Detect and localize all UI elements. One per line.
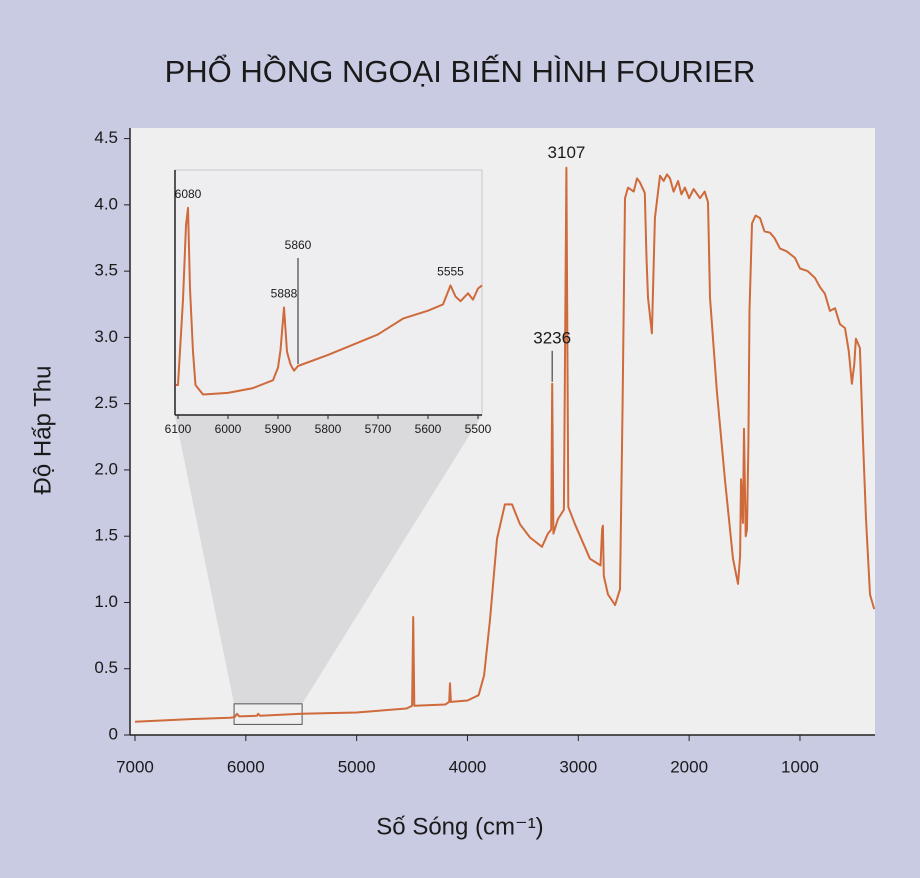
x-tick-label: 1000	[781, 757, 819, 776]
y-tick-label: 2.5	[94, 393, 118, 412]
y-tick-label: 4.5	[94, 128, 118, 147]
y-tick-label: 1.0	[94, 592, 118, 611]
y-tick-label: 0	[109, 724, 118, 743]
x-tick-label: 3000	[559, 757, 597, 776]
x-tick-label: 5800	[315, 422, 342, 436]
y-tick-label: 3.5	[94, 261, 118, 280]
x-tick-label: 5000	[338, 757, 376, 776]
x-tick-label: 2000	[670, 757, 708, 776]
plot-layer: 7000 6000 5000 4000 3000 2000 1000 0 0.5 1.0 1.5 2.…	[94, 128, 876, 776]
annotation: 6080	[175, 187, 202, 201]
inset-area	[174, 169, 483, 416]
x-tick-label: 5600	[415, 422, 442, 436]
x-tick-label: 7000	[116, 757, 154, 776]
zoom-wedge	[175, 415, 482, 704]
annotation: 3236	[533, 328, 571, 347]
x-tick-label: 5500	[465, 422, 492, 436]
chart-title: PHỔ HỒNG NGOẠI BIẾN HÌNH FOURIER	[165, 53, 756, 89]
x-axis-label: Số Sóng (cm⁻¹)	[376, 813, 543, 840]
x-tick-label: 6000	[215, 422, 242, 436]
x-tick-label: 5900	[265, 422, 292, 436]
annotation: 3107	[548, 143, 586, 162]
y-tick-label: 4.0	[94, 194, 118, 213]
spectrum-line	[175, 206, 483, 396]
y-tick-label: 0.5	[94, 658, 118, 677]
y-tick-label: 3.0	[94, 327, 118, 346]
x-tick-label: 4000	[449, 757, 487, 776]
annotation: 5860	[285, 238, 312, 252]
y-tick-label: 1.5	[94, 526, 118, 545]
x-tick-label: 6100	[165, 422, 192, 436]
spectrum-line	[134, 166, 876, 723]
x-tick-label: 5700	[365, 422, 392, 436]
y-tick-label: 2.0	[94, 459, 118, 478]
annotation: 5555	[437, 265, 464, 279]
y-axis-label: Độ Hấp Thu	[29, 366, 56, 495]
x-tick-label: 6000	[227, 757, 265, 776]
annotation: 5888	[271, 287, 298, 301]
